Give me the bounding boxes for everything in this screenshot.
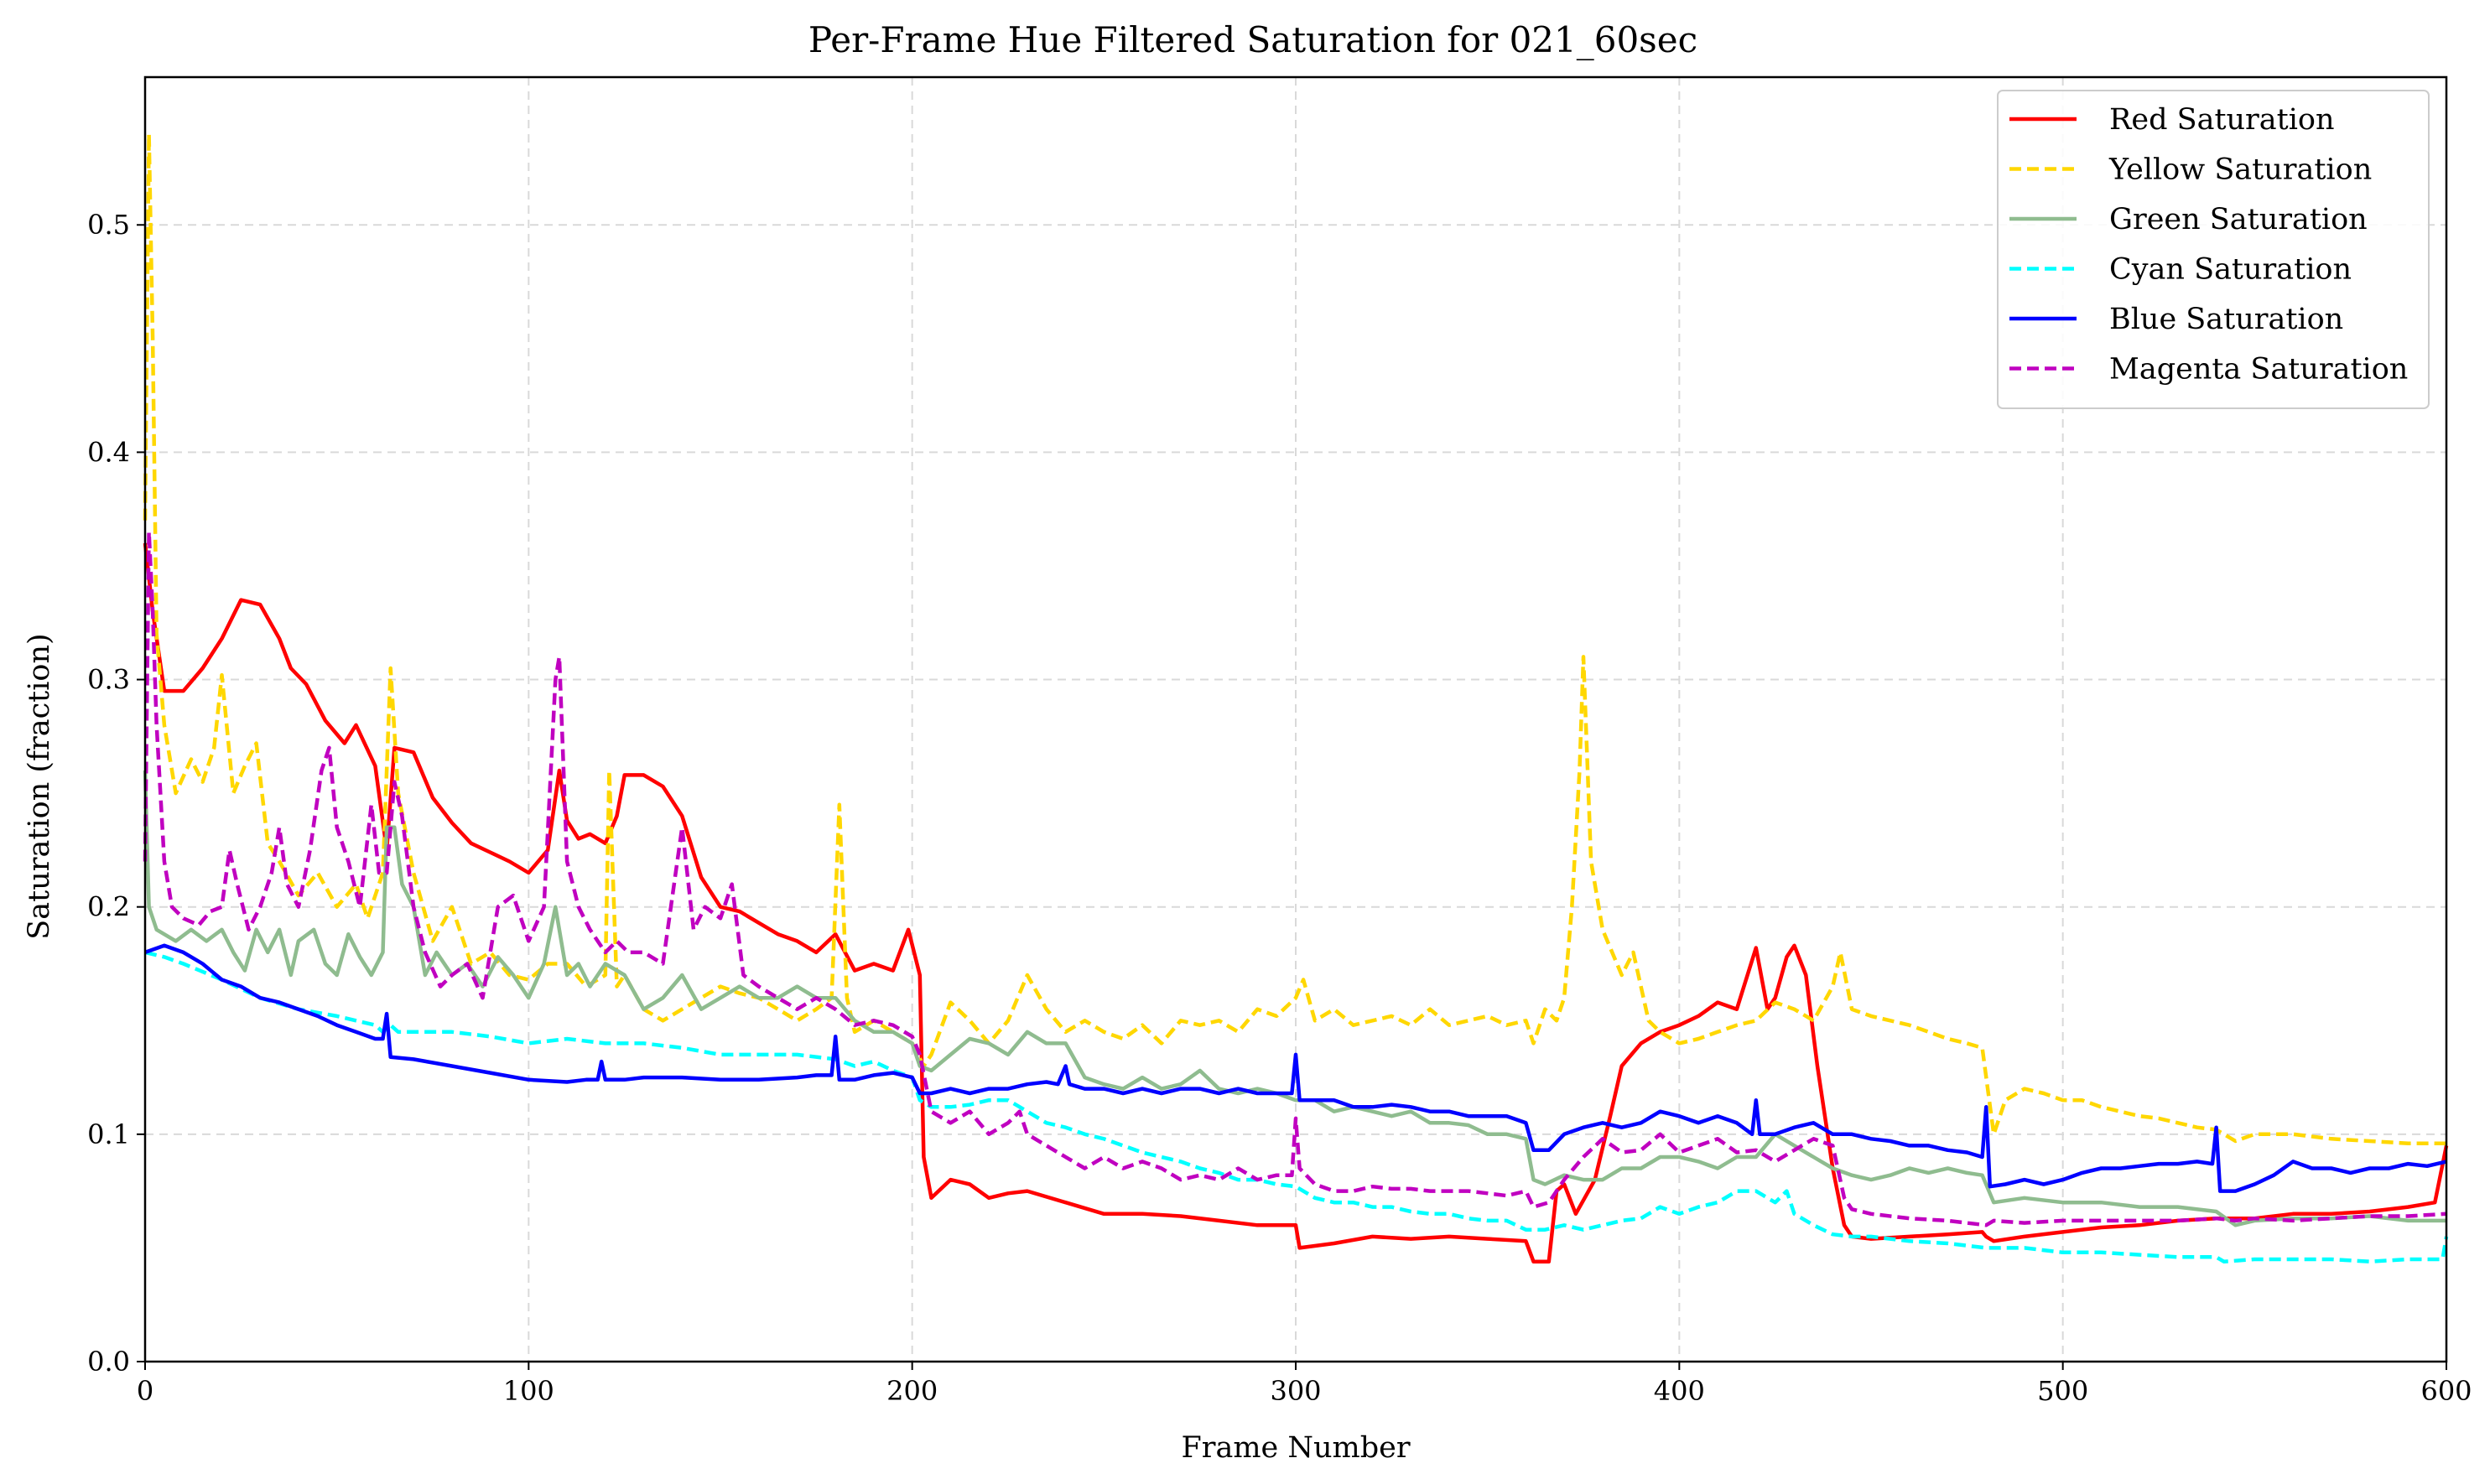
y-tick-label: 0.1 [87, 1118, 130, 1150]
x-tick-label: 400 [1654, 1375, 1705, 1407]
x-tick-label: 500 [2037, 1375, 2088, 1407]
y-tick-label: 0.2 [87, 891, 130, 923]
x-tick-label: 300 [1270, 1375, 1321, 1407]
legend-label: Green Saturation [2109, 203, 2368, 236]
legend-label: Cyan Saturation [2109, 253, 2352, 287]
series-line-blue-saturation [144, 943, 2447, 1193]
legend-label: Red Saturation [2109, 103, 2335, 137]
series-lines [143, 132, 2449, 1263]
legend: Red Saturation Yellow Saturation Green Sat… [1997, 90, 2430, 409]
x-tick-label: 100 [503, 1375, 554, 1407]
y-tick-label: 0.3 [87, 664, 130, 696]
legend-box [1997, 90, 2430, 409]
y-tick-label: 0.0 [87, 1346, 130, 1378]
legend-label: Magenta Saturation [2109, 353, 2408, 387]
chart-title: Per-Frame Hue Filtered Saturation for 02… [808, 19, 1697, 60]
x-tick-label: 200 [886, 1375, 938, 1407]
y-axis-title: Saturation (fraction) [23, 633, 56, 939]
x-tick-label: 600 [2420, 1375, 2472, 1407]
series-line-green-saturation [143, 770, 2446, 1227]
y-tick-label: 0.4 [87, 436, 130, 468]
legend-label: Yellow Saturation [2108, 153, 2372, 187]
series-line-yellow-saturation [143, 132, 2446, 1145]
series-line-cyan-saturation [144, 950, 2449, 1263]
x-tick-label: 0 [137, 1375, 153, 1407]
axis-ticks: 0 100 200 300 400 500 600 0.0 0.1 0.2 0.3 0.4 0.5 [87, 209, 2472, 1407]
y-tick-label: 0.5 [87, 209, 130, 241]
legend-label: Blue Saturation [2109, 303, 2343, 336]
x-axis-title: Frame Number [1181, 1431, 1410, 1465]
series-line-magenta-saturation [143, 530, 2447, 1227]
